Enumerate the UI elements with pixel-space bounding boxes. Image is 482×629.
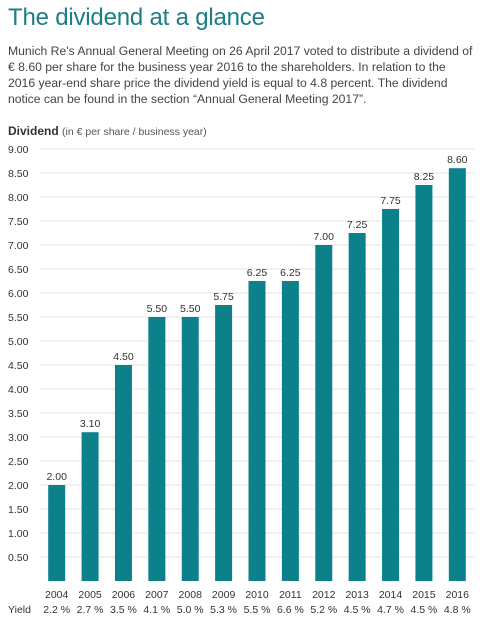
category-label-2004: 2004 [45, 589, 69, 601]
value-label-2015: 8.25 [414, 171, 435, 183]
bar-2014 [382, 209, 400, 581]
y-tick-label: 1.00 [8, 528, 29, 540]
bar-2005 [81, 432, 99, 581]
y-tick-label: 6.00 [8, 288, 29, 300]
value-label-2008: 5.50 [180, 303, 201, 315]
yield-value-2009: 5.3 % [210, 604, 237, 616]
y-tick-label: 9.00 [8, 144, 29, 156]
value-label-2010: 6.25 [247, 267, 268, 279]
category-label-2008: 2008 [179, 589, 203, 601]
yield-value-2013: 4.5 % [344, 604, 371, 616]
page-title: The dividend at a glance [8, 4, 265, 31]
value-label-2007: 5.50 [147, 303, 168, 315]
bar-2008 [181, 317, 199, 581]
bar-2015 [415, 185, 433, 581]
bar-2007 [148, 317, 166, 581]
chart-label: Dividend (in € per share / business year… [8, 124, 207, 138]
y-tick-label: 5.50 [8, 312, 29, 324]
intro-text: Munich Re's Annual General Meeting on 26… [8, 44, 473, 106]
category-label-2009: 2009 [212, 589, 236, 601]
category-label-2014: 2014 [379, 589, 403, 601]
yield-value-2015: 4.5 % [410, 604, 437, 616]
y-tick-label: 1.50 [8, 504, 29, 516]
yield-value-2004: 2.2 % [43, 604, 70, 616]
y-tick-label: 2.00 [8, 480, 29, 492]
value-label-2005: 3.10 [80, 418, 101, 430]
y-axis-ticks: 0.50 1.00 1.50 2.00 2.50 3.00 3.50 4.00 4.50 5.00… [8, 144, 29, 564]
value-label-2012: 7.00 [314, 231, 335, 243]
value-labels: 2.00 3.10 4.50 5.50 5.50 5.75 6.25 6.25 7.00 7.25… [46, 154, 467, 483]
y-tick-label: 5.00 [8, 336, 29, 348]
y-tick-label: 4.50 [8, 360, 29, 372]
category-label-2011: 2011 [279, 589, 302, 601]
value-label-2016: 8.60 [447, 154, 468, 166]
bar-2010 [248, 281, 266, 581]
y-tick-label: 8.50 [8, 168, 29, 180]
value-label-2014: 7.75 [380, 195, 401, 207]
y-tick-label: 0.50 [8, 552, 29, 564]
y-tick-label: 3.00 [8, 432, 29, 444]
bar-2004 [48, 485, 66, 581]
y-tick-label: 3.50 [8, 408, 29, 420]
x-axis-categories: 2004 2005 2006 2007 2008 2009 2010 2011 2012 2013… [45, 589, 469, 601]
category-label-2006: 2006 [112, 589, 136, 601]
y-tick-label: 4.00 [8, 384, 29, 396]
value-label-2006: 4.50 [113, 351, 134, 363]
yield-value-2010: 5.5 % [244, 604, 271, 616]
yield-value-2016: 4.8 % [444, 604, 471, 616]
yield-value-2014: 4.7 % [377, 604, 404, 616]
category-label-2012: 2012 [312, 589, 336, 601]
yield-value-2005: 2.7 % [77, 604, 104, 616]
chart-title: Dividend [8, 124, 59, 138]
bars [48, 168, 466, 581]
category-label-2013: 2013 [345, 589, 369, 601]
bar-2012 [315, 245, 333, 581]
y-tick-label: 7.50 [8, 216, 29, 228]
y-tick-label: 2.50 [8, 456, 29, 468]
value-label-2004: 2.00 [46, 471, 67, 483]
yield-row: 2.2 % 2.7 % 3.5 % 4.1 % 5.0 % 5.3 % 5.5 % 6.6 %… [8, 604, 471, 616]
chart-unit-label: (in € per share / business year) [62, 126, 207, 138]
yield-value-2006: 3.5 % [110, 604, 137, 616]
yield-value-2012: 5.2 % [310, 604, 337, 616]
value-label-2009: 5.75 [213, 291, 234, 303]
bar-2011 [281, 281, 299, 581]
category-label-2010: 2010 [245, 589, 269, 601]
bar-2006 [114, 365, 132, 581]
yield-value-2011: 6.6 % [277, 604, 304, 616]
bar-2016 [448, 168, 466, 581]
yield-value-2007: 4.1 % [143, 604, 170, 616]
yield-row-label: Yield [8, 604, 31, 616]
value-label-2011: 6.25 [280, 267, 301, 279]
y-tick-label: 6.50 [8, 264, 29, 276]
category-label-2015: 2015 [412, 589, 436, 601]
category-label-2007: 2007 [145, 589, 169, 601]
yield-value-2008: 5.0 % [177, 604, 204, 616]
y-tick-label: 7.00 [8, 240, 29, 252]
bar-2009 [215, 305, 233, 581]
category-label-2005: 2005 [78, 589, 102, 601]
y-tick-label: 8.00 [8, 192, 29, 204]
bar-2013 [348, 233, 366, 581]
value-label-2013: 7.25 [347, 219, 368, 231]
category-label-2016: 2016 [446, 589, 470, 601]
